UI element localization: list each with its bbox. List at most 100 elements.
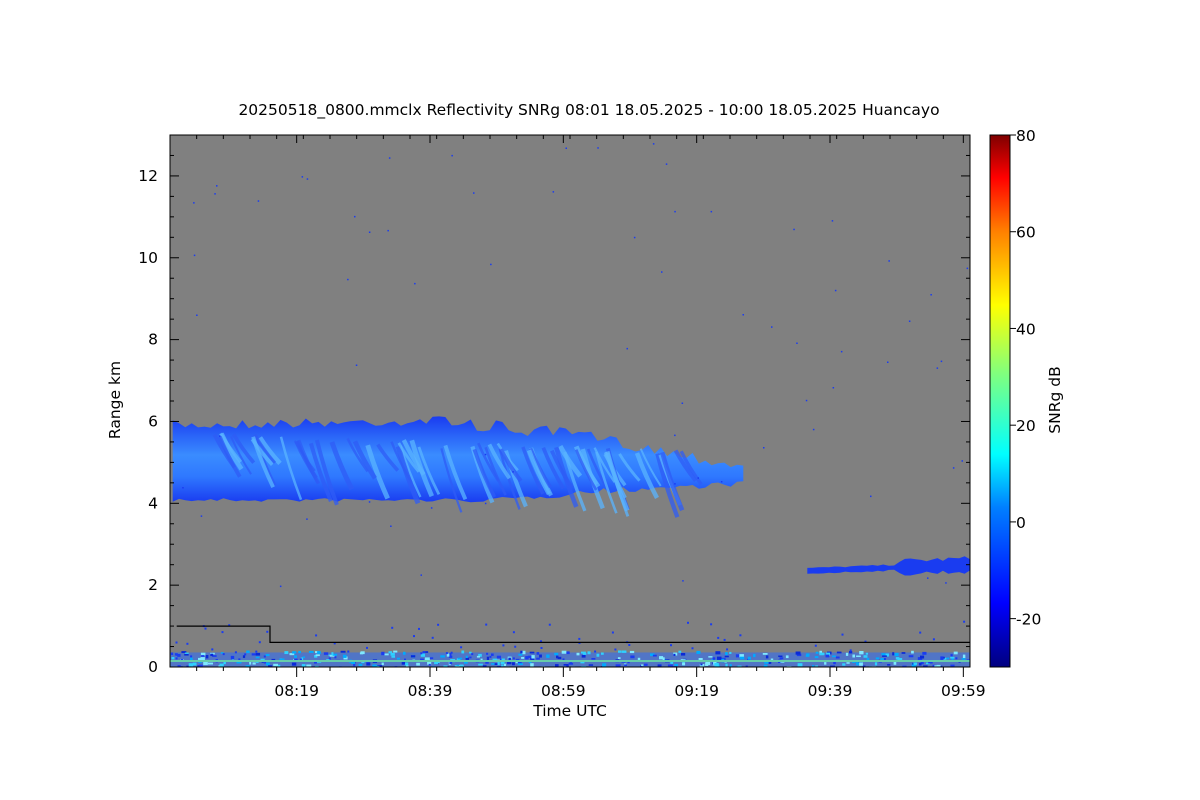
clutter-pixel bbox=[460, 646, 463, 649]
clutter-pixel bbox=[540, 647, 543, 649]
noise-speck bbox=[720, 481, 723, 483]
clutter-pixel bbox=[628, 644, 631, 646]
noise-speck bbox=[952, 467, 955, 469]
clutter-pixel bbox=[962, 654, 966, 659]
clutter-pixel bbox=[894, 652, 899, 657]
clutter-pixel bbox=[507, 661, 512, 665]
clutter-pixel bbox=[852, 654, 856, 658]
clutter-pixel bbox=[866, 657, 870, 661]
noise-speck bbox=[279, 585, 282, 588]
clutter-pixel bbox=[396, 657, 401, 660]
clutter-pixel bbox=[268, 665, 273, 667]
clutter-pixel bbox=[220, 652, 224, 654]
clutter-pixel bbox=[963, 620, 966, 623]
noise-speck bbox=[388, 157, 391, 159]
clutter-pixel bbox=[950, 656, 955, 659]
clutter-pixel bbox=[298, 650, 302, 654]
clutter-pixel bbox=[413, 635, 415, 638]
colorbar-ticks: -20 0 20 40 60 80 bbox=[1010, 127, 1041, 629]
clutter-pixel bbox=[880, 659, 884, 661]
noise-speck bbox=[430, 507, 433, 509]
fall-streak bbox=[390, 441, 413, 484]
clutter-pixel bbox=[765, 655, 769, 659]
clutter-pixel bbox=[289, 653, 295, 656]
clutter-pixel bbox=[315, 654, 320, 657]
fall-streak bbox=[639, 448, 662, 487]
x-tick-label: 08:39 bbox=[408, 682, 453, 700]
clutter-pixel bbox=[778, 655, 783, 658]
clutter-pixel bbox=[753, 653, 756, 658]
clutter-pixel bbox=[897, 658, 903, 661]
axis-ticks: 0 2 4 6 8 10 12 08:19 08:39 08:59 09:19 09:39 09:59 bbox=[138, 135, 986, 700]
clutter-pixel bbox=[643, 663, 648, 666]
clutter-pixel bbox=[234, 651, 237, 654]
clutter-pixel bbox=[391, 626, 394, 629]
clutter-pixel bbox=[447, 653, 452, 657]
clutter-pixel bbox=[456, 658, 461, 661]
noise-speck bbox=[387, 229, 389, 232]
clutter-pixel bbox=[469, 656, 472, 659]
clutter-pixel bbox=[814, 656, 819, 659]
clutter-pixel bbox=[323, 652, 329, 655]
clutter-pixel bbox=[795, 651, 801, 655]
clutter-pixel bbox=[284, 651, 289, 655]
noise-speck bbox=[940, 360, 943, 363]
plot-area bbox=[170, 135, 970, 667]
clutter-pixel bbox=[455, 665, 460, 667]
clutter-pixel bbox=[485, 660, 489, 664]
clutter-pixel bbox=[502, 644, 505, 647]
noise-speck bbox=[347, 278, 349, 281]
clutter-pixel bbox=[711, 658, 714, 662]
clutter-pixel bbox=[308, 650, 314, 653]
clutter-pixel bbox=[729, 664, 732, 667]
noise-speck bbox=[597, 147, 599, 149]
clutter-pixel bbox=[842, 663, 846, 666]
clutter-pixel bbox=[779, 657, 784, 660]
clutter-pixel bbox=[192, 662, 197, 666]
clutter-pixel bbox=[485, 623, 488, 626]
clutter-pixel bbox=[856, 662, 860, 666]
echo-layers bbox=[170, 143, 970, 667]
clutter-pixel bbox=[932, 664, 936, 667]
clutter-pixel bbox=[251, 653, 257, 656]
clutter-pixel bbox=[637, 657, 641, 661]
clutter-pixel bbox=[578, 637, 581, 640]
fall-streak bbox=[679, 450, 703, 486]
noise-speck bbox=[710, 210, 713, 213]
clutter-pixel bbox=[343, 656, 348, 660]
clutter-pixel bbox=[667, 664, 673, 667]
clutter-pixel bbox=[199, 664, 203, 667]
clutter-pixel bbox=[859, 662, 863, 666]
noise-speck bbox=[870, 495, 872, 498]
clutter-pixel bbox=[329, 655, 335, 657]
noise-speck bbox=[961, 460, 963, 462]
clutter-pixel bbox=[238, 658, 241, 662]
clutter-pixel bbox=[482, 665, 487, 667]
clutter-pixel bbox=[864, 640, 867, 643]
clutter-pixel bbox=[875, 657, 880, 660]
colorbar-tick-label: 80 bbox=[1016, 127, 1036, 145]
fall-streak bbox=[487, 443, 511, 480]
fall-streak bbox=[314, 439, 339, 506]
clutter-pixel bbox=[825, 654, 830, 658]
clutter-pixel bbox=[942, 657, 947, 660]
clutter-pixel bbox=[548, 623, 551, 626]
noise-speck bbox=[633, 236, 636, 239]
clutter-pixel bbox=[611, 631, 614, 634]
clutter-pixel bbox=[431, 636, 434, 639]
clutter-pixel bbox=[499, 658, 503, 662]
clutter-pixel bbox=[306, 664, 312, 667]
fall-streak bbox=[634, 452, 659, 499]
clutter-pixel bbox=[190, 655, 193, 658]
clutter-pixel bbox=[263, 660, 267, 664]
clutter-pixel bbox=[908, 655, 914, 658]
clutter-pixel bbox=[687, 621, 689, 624]
clutter-pixel bbox=[266, 662, 270, 666]
fall-streak bbox=[574, 449, 598, 491]
clutter-pixel bbox=[640, 665, 643, 667]
x-tick-label: 09:39 bbox=[808, 682, 853, 700]
clutter-pixel bbox=[342, 654, 347, 658]
fall-streak bbox=[550, 449, 574, 489]
clutter-pixel bbox=[845, 652, 849, 656]
clutter-pixel bbox=[265, 654, 270, 657]
